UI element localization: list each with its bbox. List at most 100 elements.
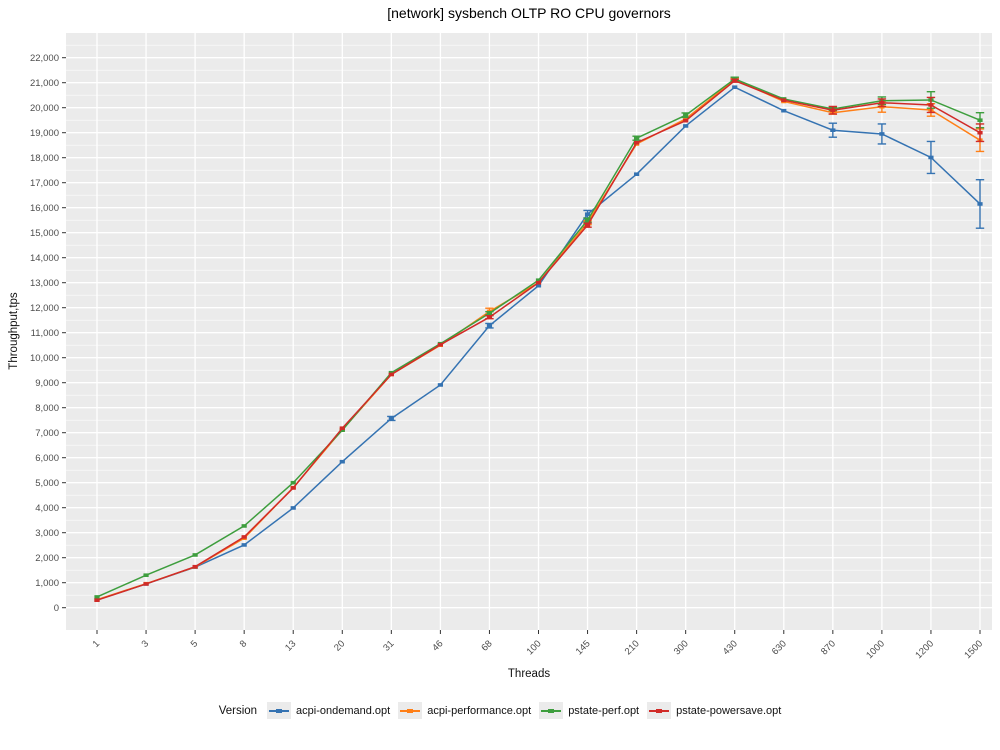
- y-tick-label: 6,000: [35, 453, 59, 464]
- legend-item-acpi-ondemand.opt: acpi-ondemand.opt: [267, 702, 390, 719]
- data-point: [584, 223, 591, 227]
- data-point: [732, 78, 738, 83]
- y-tick-label: 13,000: [30, 278, 59, 289]
- y-tick-label: 22,000: [30, 53, 59, 64]
- data-point: [437, 383, 443, 387]
- y-tick-label: 19,000: [30, 128, 59, 139]
- data-point: [143, 573, 149, 577]
- data-point: [732, 85, 738, 89]
- data-point: [928, 155, 934, 160]
- data-point: [290, 486, 296, 490]
- data-point: [977, 118, 983, 122]
- legend-key-swatch: [539, 702, 564, 719]
- y-tick-label: 3,000: [35, 528, 59, 539]
- x-tick-label: 5: [189, 638, 201, 650]
- data-point: [584, 218, 591, 222]
- y-tick-label: 16,000: [30, 203, 59, 214]
- y-tick-label: 4,000: [35, 503, 59, 514]
- chart-title: [network] sysbench OLTP RO CPU governors: [387, 5, 671, 21]
- data-point: [781, 108, 787, 113]
- data-point: [486, 315, 493, 319]
- data-point: [241, 524, 247, 528]
- data-point: [339, 428, 345, 432]
- y-axis-title: Throughput,tps: [8, 292, 20, 370]
- data-point: [634, 140, 640, 145]
- y-tick-label: 15,000: [30, 228, 59, 239]
- x-tick-label: 8: [238, 638, 250, 650]
- x-tick-label: 145: [574, 638, 593, 657]
- y-tick-label: 1,000: [35, 578, 59, 589]
- legend-item-acpi-performance.opt: acpi-performance.opt: [398, 702, 531, 719]
- legend-key-swatch: [267, 702, 292, 719]
- data-point: [977, 130, 983, 135]
- series-pstate-powersave.opt: [94, 78, 985, 602]
- data-point: [192, 553, 198, 557]
- legend-item-label: pstate-perf.opt: [568, 704, 640, 717]
- data-point: [535, 280, 542, 285]
- legend-title: Version: [218, 704, 258, 717]
- x-tick-label: 1000: [864, 638, 887, 661]
- data-point: [879, 132, 885, 136]
- x-tick-label: 20: [332, 638, 347, 653]
- data-point: [683, 118, 689, 123]
- x-tick-label: 3: [140, 638, 152, 650]
- data-point: [94, 595, 100, 599]
- legend: Version acpi-ondemand.opt acpi-performanc…: [0, 702, 1000, 719]
- data-point: [535, 278, 542, 282]
- data-point: [928, 103, 934, 107]
- y-tick-label: 11,000: [31, 328, 59, 339]
- legend-point-icon: [276, 708, 283, 713]
- x-tick-label: 68: [479, 638, 494, 653]
- x-tick-label: 1200: [913, 638, 936, 661]
- x-tick-label: 46: [430, 638, 445, 653]
- data-point: [241, 535, 247, 539]
- legend-point-icon: [656, 708, 663, 713]
- x-tick-label: 1500: [962, 638, 985, 661]
- x-axis-title: Threads: [507, 668, 551, 680]
- y-tick-label: 2,000: [35, 553, 59, 564]
- legend-item-pstate-powersave.opt: pstate-powersave.opt: [647, 702, 781, 719]
- data-point: [781, 98, 787, 102]
- x-tick-label: 100: [525, 638, 544, 657]
- data-point: [830, 108, 836, 112]
- data-point: [830, 128, 836, 132]
- y-tick-label: 14,000: [30, 253, 59, 264]
- x-tick-label: 300: [672, 638, 691, 657]
- y-tick-label: 0: [54, 603, 59, 614]
- data-point: [535, 283, 542, 288]
- data-point: [290, 506, 296, 510]
- y-tick-label: 9,000: [35, 378, 59, 389]
- data-point: [388, 372, 394, 377]
- data-point: [634, 172, 640, 176]
- data-point: [290, 480, 296, 485]
- data-point: [388, 416, 394, 421]
- data-point: [879, 100, 885, 105]
- legend-key-swatch: [398, 702, 423, 719]
- y-tick-label: 7,000: [35, 428, 59, 439]
- data-point: [192, 564, 198, 569]
- legend-item-label: acpi-performance.opt: [427, 704, 532, 717]
- legend-item-label: pstate-powersave.opt: [676, 704, 782, 717]
- x-tick-label: 630: [770, 638, 789, 657]
- data-point: [977, 202, 983, 206]
- y-tick-label: 17,000: [30, 178, 59, 189]
- data-point: [486, 323, 493, 328]
- data-point: [584, 212, 591, 216]
- legend-point-icon: [548, 708, 555, 713]
- legend-key-swatch: [647, 702, 672, 719]
- y-tick-label: 18,000: [30, 153, 59, 164]
- y-tick-label: 12,000: [30, 303, 59, 314]
- x-tick-label: 870: [819, 638, 838, 657]
- data-point: [339, 459, 345, 464]
- data-point: [437, 342, 443, 347]
- y-tick-label: 20,000: [30, 103, 59, 114]
- x-tick-label: 210: [623, 638, 642, 657]
- data-point: [634, 136, 640, 140]
- data-point: [683, 113, 689, 117]
- x-tick-label: 31: [381, 638, 396, 653]
- data-point: [241, 543, 247, 547]
- data-point: [143, 582, 149, 586]
- y-tick-label: 21,000: [30, 78, 59, 89]
